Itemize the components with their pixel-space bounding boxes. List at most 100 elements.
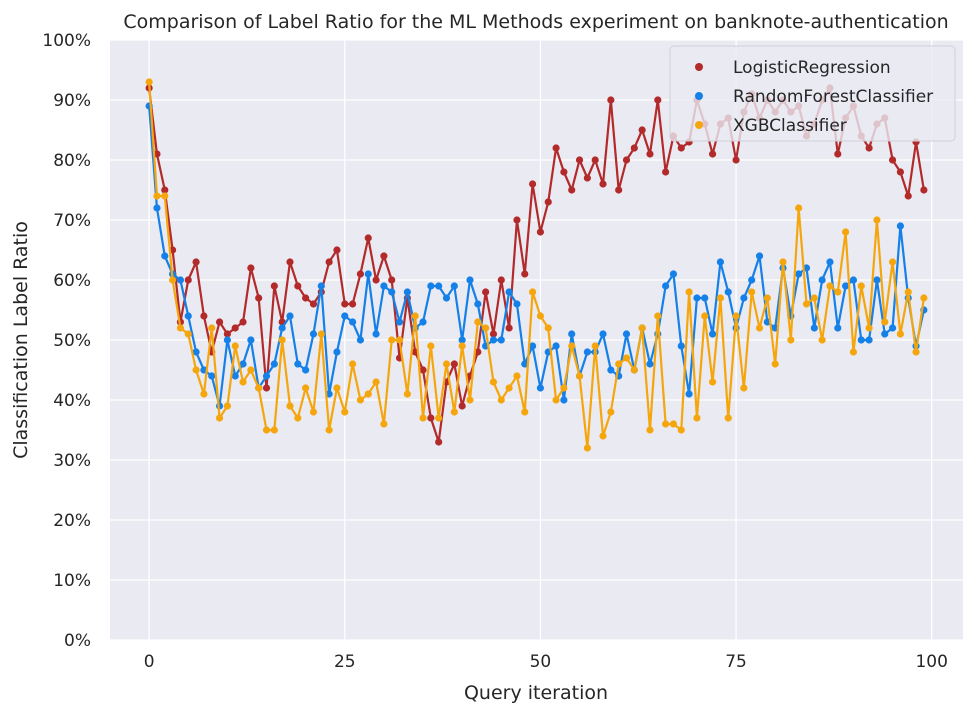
data-point	[184, 312, 192, 320]
data-point	[521, 408, 529, 416]
data-point	[748, 288, 756, 296]
data-point	[654, 312, 662, 320]
data-point	[247, 336, 255, 344]
data-point	[505, 288, 513, 296]
data-point	[544, 198, 552, 206]
data-point	[513, 216, 521, 224]
data-point	[161, 252, 169, 260]
data-point	[583, 348, 591, 356]
data-point	[716, 258, 725, 266]
data-point	[740, 294, 748, 302]
data-point	[309, 300, 318, 308]
data-point	[427, 342, 435, 350]
data-point	[403, 390, 411, 398]
data-point	[708, 378, 717, 386]
data-point	[599, 432, 607, 440]
legend-marker	[695, 121, 703, 129]
data-point	[458, 336, 466, 344]
data-point	[755, 324, 764, 332]
data-point	[646, 150, 654, 158]
data-point	[795, 204, 803, 212]
data-point	[223, 402, 231, 410]
data-point	[466, 396, 474, 404]
data-point	[482, 288, 490, 296]
data-point	[849, 348, 858, 356]
data-point	[497, 336, 505, 344]
y-tick-labels: 0% 10% 20% 30% 40% 50% 60% 70% 80% 90% 100%	[42, 31, 91, 651]
data-point	[748, 276, 756, 284]
data-point	[521, 270, 529, 278]
data-point	[145, 78, 153, 86]
data-point	[223, 336, 231, 344]
data-point	[842, 228, 850, 236]
data-point	[873, 276, 881, 284]
data-point	[474, 300, 482, 308]
data-point	[348, 360, 357, 368]
y-tick-label: 0%	[64, 631, 91, 651]
data-point	[419, 318, 427, 326]
data-point	[826, 282, 834, 290]
data-point	[450, 408, 458, 416]
data-point	[607, 96, 615, 104]
data-point	[740, 384, 748, 392]
y-tick-label: 60%	[53, 271, 91, 291]
data-point	[231, 324, 239, 332]
data-point	[583, 174, 591, 182]
data-point	[200, 312, 208, 320]
data-point	[184, 276, 192, 284]
data-point	[685, 390, 693, 398]
data-point	[505, 324, 513, 332]
data-point	[888, 258, 897, 266]
data-point	[787, 336, 795, 344]
data-point	[513, 372, 521, 380]
data-point	[380, 282, 388, 290]
y-tick-label: 50%	[53, 331, 91, 351]
data-point	[599, 330, 607, 338]
data-point	[176, 324, 185, 332]
data-point	[325, 258, 333, 266]
data-point	[489, 336, 498, 344]
chart-title: Comparison of Label Ratio for the ML Met…	[123, 11, 948, 33]
data-point	[646, 426, 654, 434]
data-point	[286, 258, 294, 266]
data-point	[575, 372, 584, 380]
data-point	[904, 192, 912, 200]
data-point	[896, 168, 904, 176]
data-point	[763, 294, 771, 302]
data-point	[834, 288, 842, 296]
data-point	[176, 276, 185, 284]
data-point	[435, 414, 443, 422]
data-point	[724, 414, 732, 422]
data-point	[662, 282, 670, 290]
data-point	[615, 360, 623, 368]
data-point	[255, 384, 263, 392]
data-point	[591, 156, 599, 164]
data-point	[834, 150, 842, 158]
data-point	[302, 294, 310, 302]
data-point	[677, 342, 685, 350]
data-point	[528, 180, 537, 188]
data-point	[701, 312, 709, 320]
data-point	[474, 318, 482, 326]
data-point	[278, 324, 286, 332]
data-point	[810, 324, 818, 332]
data-point	[380, 420, 388, 428]
data-point	[497, 276, 505, 284]
data-point	[435, 282, 443, 290]
data-point	[270, 426, 278, 434]
data-point	[356, 396, 365, 404]
data-point	[333, 384, 341, 392]
data-point	[552, 144, 560, 152]
data-point	[732, 156, 740, 164]
data-point	[521, 360, 529, 368]
y-axis-title: Classification Label Ratio	[10, 221, 32, 459]
series-line	[148, 81, 925, 450]
data-point	[247, 366, 255, 374]
x-axis-title: Query iteration	[464, 682, 608, 704]
data-point	[489, 330, 498, 338]
data-point	[560, 384, 568, 392]
data-point	[270, 360, 278, 368]
data-point	[552, 396, 560, 404]
data-point	[286, 312, 294, 320]
